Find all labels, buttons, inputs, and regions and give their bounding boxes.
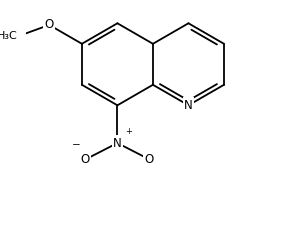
Text: N: N: [184, 99, 193, 112]
Text: H₃C: H₃C: [0, 31, 18, 41]
Text: O: O: [81, 153, 90, 166]
Text: N: N: [113, 136, 122, 150]
Text: O: O: [145, 153, 154, 166]
Text: O: O: [45, 18, 54, 31]
Text: +: +: [125, 127, 132, 136]
Text: −: −: [72, 141, 81, 151]
